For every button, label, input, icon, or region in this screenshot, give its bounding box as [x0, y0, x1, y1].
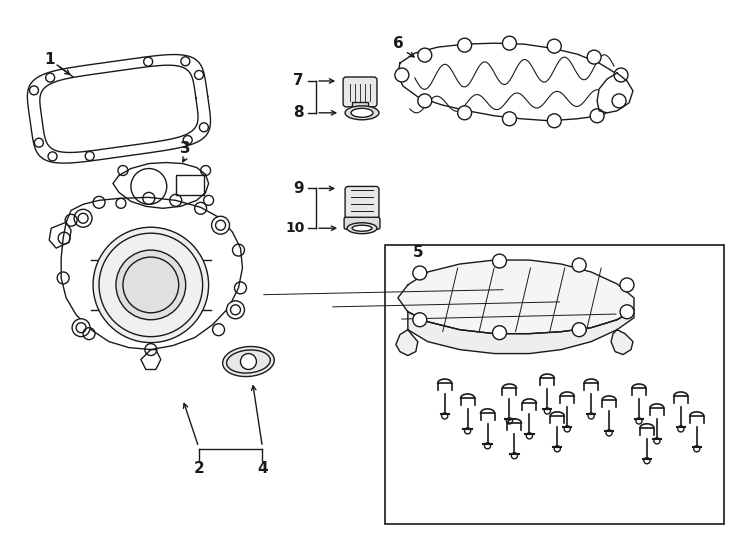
Text: 10: 10	[286, 221, 305, 235]
Polygon shape	[27, 55, 211, 163]
Circle shape	[590, 109, 604, 123]
Polygon shape	[398, 43, 627, 121]
Circle shape	[93, 227, 208, 342]
Polygon shape	[396, 330, 418, 355]
Bar	[385, 245, 724, 524]
Circle shape	[503, 112, 517, 126]
Polygon shape	[113, 163, 208, 208]
Circle shape	[548, 114, 562, 128]
Text: 2: 2	[193, 462, 204, 476]
Polygon shape	[408, 310, 634, 354]
Ellipse shape	[351, 109, 373, 117]
Circle shape	[620, 278, 634, 292]
Circle shape	[241, 354, 256, 369]
Text: 5: 5	[413, 245, 423, 260]
Text: 9: 9	[293, 181, 304, 196]
Text: 7: 7	[293, 73, 304, 89]
Circle shape	[72, 319, 90, 336]
Circle shape	[458, 38, 472, 52]
Text: 6: 6	[393, 36, 403, 51]
Ellipse shape	[352, 225, 372, 231]
FancyBboxPatch shape	[343, 77, 377, 107]
Text: 1: 1	[44, 52, 54, 66]
Polygon shape	[611, 330, 633, 355]
Bar	[175, 176, 203, 195]
Circle shape	[227, 301, 244, 319]
Polygon shape	[61, 198, 242, 349]
Bar	[352, 102, 368, 108]
Circle shape	[548, 39, 562, 53]
Polygon shape	[141, 349, 161, 369]
Circle shape	[413, 266, 426, 280]
Polygon shape	[597, 73, 633, 113]
Ellipse shape	[347, 222, 377, 234]
Circle shape	[503, 36, 517, 50]
Text: 4: 4	[257, 462, 268, 476]
Circle shape	[413, 313, 426, 327]
Ellipse shape	[345, 106, 379, 120]
Circle shape	[418, 94, 432, 108]
Ellipse shape	[222, 347, 275, 376]
Polygon shape	[49, 222, 71, 248]
FancyBboxPatch shape	[345, 186, 379, 224]
Circle shape	[458, 106, 472, 120]
Circle shape	[573, 323, 586, 336]
Polygon shape	[398, 260, 634, 334]
Circle shape	[614, 68, 628, 82]
Circle shape	[493, 326, 506, 340]
FancyBboxPatch shape	[344, 217, 380, 229]
Circle shape	[573, 258, 586, 272]
Circle shape	[116, 250, 186, 320]
Circle shape	[395, 68, 409, 82]
Circle shape	[211, 217, 230, 234]
Circle shape	[587, 50, 601, 64]
Circle shape	[74, 210, 92, 227]
Circle shape	[620, 305, 634, 319]
Circle shape	[612, 94, 626, 108]
Text: 8: 8	[293, 105, 304, 120]
Circle shape	[418, 48, 432, 62]
Circle shape	[493, 254, 506, 268]
Text: 3: 3	[181, 141, 191, 156]
